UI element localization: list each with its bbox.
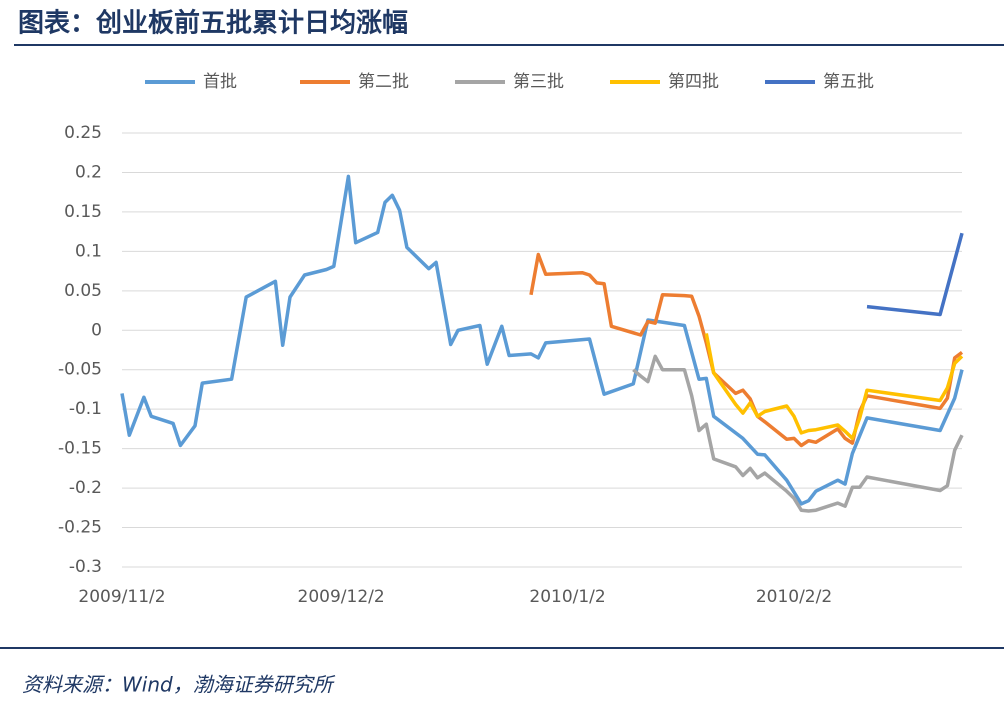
chart-title: 图表：创业板前五批累计日均涨幅 (18, 8, 408, 39)
series-line (529, 252, 964, 448)
y-tick-label: -0.3 (69, 557, 102, 577)
y-tick-label: 0.2 (75, 162, 102, 182)
y-tick-label: 0.15 (64, 202, 102, 222)
x-tick-label: 2009/11/2 (78, 587, 165, 607)
y-tick-label: -0.15 (58, 439, 102, 459)
legend-label: 第四批 (668, 72, 719, 92)
y-tick-label: 0.05 (64, 281, 102, 301)
legend-label: 首批 (203, 72, 237, 92)
legend-label: 第二批 (358, 72, 409, 92)
y-tick-label: 0.1 (75, 241, 102, 261)
x-tick-label: 2010/2/2 (756, 587, 832, 607)
y-tick-label: 0.25 (64, 123, 102, 143)
y-tick-label: -0.05 (58, 360, 102, 380)
y-tick-label: -0.25 (58, 518, 102, 538)
y-tick-label: -0.2 (69, 478, 102, 498)
series-line (632, 354, 964, 513)
legend-label: 第三批 (513, 72, 564, 92)
x-tick-label: 2009/12/2 (298, 587, 385, 607)
y-tick-label: -0.1 (69, 399, 102, 419)
legend-label: 第五批 (823, 72, 874, 92)
series-line (120, 174, 964, 506)
series-line (866, 232, 964, 317)
source-note: 资料来源：Wind，渤海证券研究所 (22, 673, 336, 697)
x-tick-label: 2010/1/2 (529, 587, 605, 607)
y-tick-label: 0 (91, 320, 102, 340)
series-line (704, 333, 964, 441)
